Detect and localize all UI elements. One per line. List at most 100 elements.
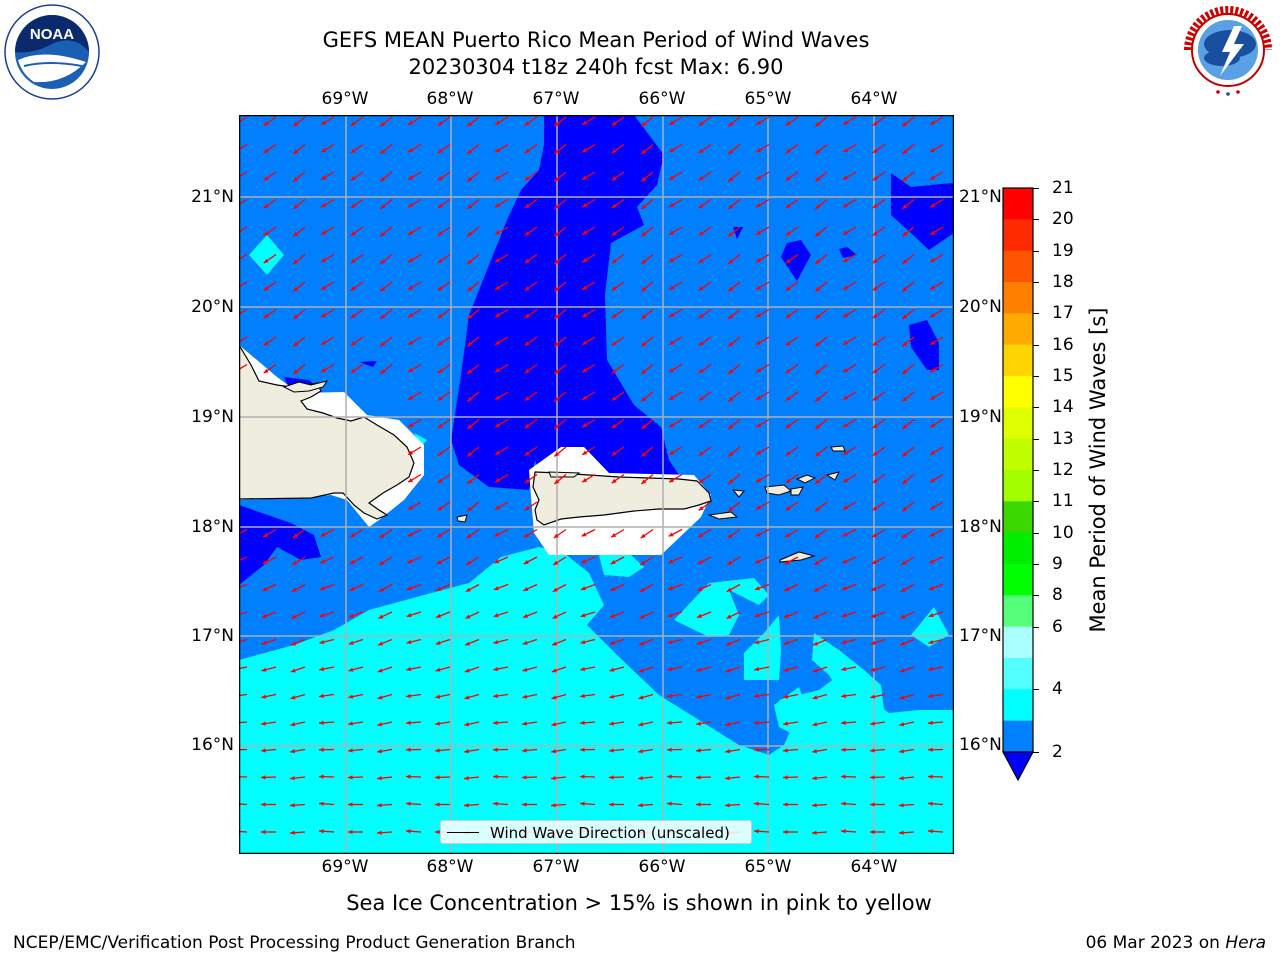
wind-arrow-head bbox=[437, 506, 443, 511]
wind-arrow-head bbox=[435, 640, 441, 645]
wind-arrow-head bbox=[930, 148, 936, 153]
wind-arrow-head bbox=[582, 285, 588, 290]
wind-arrow-head bbox=[350, 341, 356, 346]
wind-arrow-head bbox=[523, 559, 529, 564]
wind-arrow-head bbox=[321, 120, 327, 125]
wind-arrow-head bbox=[754, 774, 759, 779]
colorbar-segment bbox=[1003, 564, 1033, 596]
colorbar-tick-label: 16 bbox=[1052, 334, 1074, 355]
wind-arrow-head bbox=[522, 748, 527, 753]
wind-arrow-head bbox=[872, 478, 878, 484]
wind-arrow-head bbox=[843, 505, 849, 510]
wind-arrow-head bbox=[493, 720, 498, 725]
wind-arrow-head bbox=[815, 424, 821, 429]
wind-arrow-head bbox=[785, 231, 791, 236]
wind-arrow-head bbox=[728, 314, 734, 319]
wind-arrow-head bbox=[756, 203, 762, 208]
wind-arrow-head bbox=[872, 368, 878, 374]
wind-arrow-head bbox=[669, 203, 675, 208]
wind-arrow bbox=[239, 143, 248, 151]
wind-arrow-head bbox=[812, 695, 818, 700]
wind-arrow-head bbox=[320, 559, 326, 564]
wind-arrow-head bbox=[698, 396, 704, 401]
wind-arrow-head bbox=[406, 613, 412, 618]
wind-arrow-head bbox=[697, 613, 703, 618]
noaa-logo-text: NOAA bbox=[30, 26, 74, 43]
wind-arrow-head bbox=[641, 451, 647, 457]
lat-label-right: 20°N bbox=[959, 297, 1002, 317]
wind-arrow-head bbox=[467, 369, 473, 374]
colorbar-tick-label: 13 bbox=[1052, 428, 1074, 449]
wind-arrow-head bbox=[554, 149, 560, 154]
wind-arrow-head bbox=[930, 120, 936, 125]
wind-arrow-head bbox=[930, 368, 936, 373]
colorbar-segment bbox=[1003, 470, 1033, 502]
wind-arrow-head bbox=[290, 695, 296, 700]
wind-arrow-head bbox=[668, 532, 674, 537]
wind-arrow-head bbox=[727, 560, 733, 565]
colorbar-segment bbox=[1003, 407, 1033, 440]
wind-arrow-head bbox=[437, 396, 443, 401]
wind-arrow-head bbox=[641, 286, 647, 292]
wind-arrow-head bbox=[467, 424, 473, 429]
wind-arrow-head bbox=[783, 829, 788, 835]
wind-arrow-head bbox=[581, 532, 587, 537]
wind-arrow-head bbox=[815, 176, 821, 182]
wind-arrow-head bbox=[293, 259, 299, 264]
wind-arrow-head bbox=[872, 258, 878, 264]
map-frame bbox=[239, 115, 954, 854]
wind-arrow-head bbox=[641, 479, 647, 484]
wind-arrow-head bbox=[261, 694, 267, 699]
wind-arrow-head bbox=[408, 395, 414, 400]
wind-arrow-head bbox=[611, 258, 617, 264]
wind-arrow-head bbox=[841, 720, 846, 725]
wind-arrow-head bbox=[348, 775, 353, 780]
wind-arrow-head bbox=[815, 204, 821, 209]
wind-arrow-head bbox=[930, 450, 936, 455]
nws-logo bbox=[1178, 2, 1278, 98]
footer-branch: NCEP/EMC/Verification Post Processing Pr… bbox=[13, 933, 576, 953]
wind-arrow-head bbox=[756, 340, 762, 345]
colorbar-segment bbox=[1003, 344, 1033, 377]
wind-arrow-head bbox=[900, 641, 906, 646]
wind-arrow-head bbox=[408, 340, 414, 345]
wind-arrow-head bbox=[582, 120, 588, 125]
wind-arrow-head bbox=[493, 586, 499, 591]
wind-arrow-head bbox=[582, 148, 588, 153]
wind-arrow-head bbox=[582, 450, 588, 455]
wind-arrow-head bbox=[872, 176, 878, 181]
wind-arrow-head bbox=[843, 203, 849, 208]
wind-arrow-head bbox=[785, 286, 791, 291]
wind-arrow-head bbox=[350, 368, 356, 374]
wind-arrow-head bbox=[698, 478, 704, 484]
wind-arrow-head bbox=[843, 368, 849, 373]
wind-arrow-head bbox=[552, 641, 558, 646]
colorbar-tick-label: 12 bbox=[1052, 460, 1074, 480]
wind-arrow-head bbox=[582, 313, 588, 318]
wind-arrow-head bbox=[261, 667, 267, 672]
wind-arrow-head bbox=[669, 120, 675, 125]
lon-label-top: 66°W bbox=[638, 89, 686, 109]
wind-arrow-head bbox=[495, 478, 501, 483]
wind-arrow-head bbox=[263, 341, 269, 346]
wind-arrow-head bbox=[261, 829, 266, 835]
wind-arrow-head bbox=[437, 121, 443, 126]
wind-arrow-head bbox=[901, 560, 907, 565]
lat-label-left: 19°N bbox=[191, 407, 234, 427]
footer-date: 06 Mar 2023 on Hera bbox=[1086, 933, 1266, 953]
wind-arrow-head bbox=[350, 533, 356, 538]
wind-arrow-head bbox=[843, 258, 849, 263]
lat-label-left: 18°N bbox=[191, 517, 234, 537]
wind-arrow-head bbox=[377, 775, 382, 781]
wind-arrow-head bbox=[495, 423, 501, 428]
wind-arrow-head bbox=[292, 533, 298, 539]
wind-arrow-head bbox=[756, 423, 762, 428]
wind-arrow-head bbox=[725, 749, 730, 754]
wind-arrow-head bbox=[754, 747, 759, 752]
wind-arrow-head bbox=[812, 722, 818, 727]
wind-arrow-head bbox=[580, 801, 585, 806]
wind-arrow-head bbox=[348, 721, 353, 726]
lon-label-bottom: 68°W bbox=[426, 857, 474, 877]
lon-label-bottom: 69°W bbox=[321, 857, 369, 877]
wind-arrow-head bbox=[667, 801, 672, 806]
